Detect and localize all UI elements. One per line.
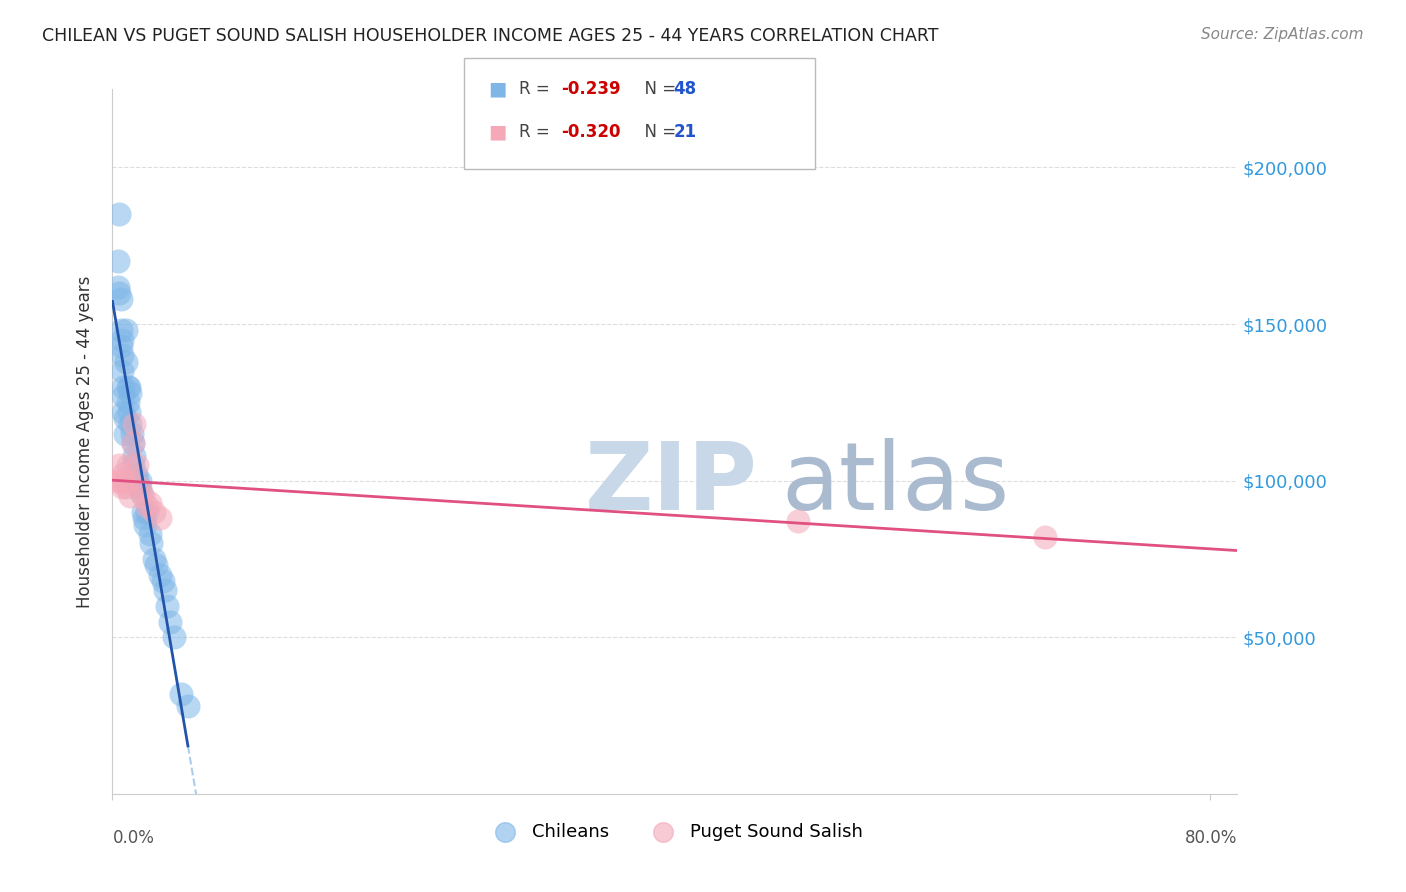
- Point: [108, 458, 131, 472]
- Point: [115, 354, 138, 368]
- Point: [117, 458, 139, 472]
- Point: [120, 417, 142, 432]
- Point: [129, 474, 152, 488]
- Point: [114, 474, 136, 488]
- Point: [112, 405, 135, 419]
- Point: [149, 567, 172, 582]
- Point: [110, 292, 132, 306]
- Text: ZIP: ZIP: [585, 438, 758, 530]
- Point: [131, 489, 153, 503]
- Text: R =: R =: [519, 80, 555, 98]
- Text: -0.239: -0.239: [561, 80, 620, 98]
- Point: [135, 505, 157, 519]
- Point: [134, 517, 156, 532]
- Point: [138, 527, 160, 541]
- Point: [118, 380, 141, 394]
- Point: [114, 426, 136, 441]
- Point: [170, 687, 193, 701]
- Point: [120, 489, 142, 503]
- Point: [115, 323, 138, 337]
- Point: [149, 511, 172, 525]
- Text: N =: N =: [634, 80, 682, 98]
- Point: [107, 279, 129, 293]
- Point: [107, 254, 129, 268]
- Text: ■: ■: [488, 79, 506, 99]
- Point: [117, 380, 139, 394]
- Point: [156, 599, 179, 613]
- Point: [1033, 530, 1056, 544]
- Point: [142, 505, 165, 519]
- Point: [153, 583, 176, 598]
- Point: [111, 333, 134, 347]
- Point: [112, 380, 135, 394]
- Point: [124, 417, 146, 432]
- Text: ■: ■: [488, 122, 506, 142]
- Point: [122, 458, 145, 472]
- Text: N =: N =: [634, 123, 682, 141]
- Legend: Chileans, Puget Sound Salish: Chileans, Puget Sound Salish: [479, 816, 870, 848]
- Point: [108, 207, 131, 221]
- Point: [112, 389, 135, 403]
- Point: [135, 499, 157, 513]
- Point: [111, 348, 134, 362]
- Point: [128, 480, 150, 494]
- Point: [122, 436, 145, 450]
- Text: CHILEAN VS PUGET SOUND SALISH HOUSEHOLDER INCOME AGES 25 - 44 YEARS CORRELATION : CHILEAN VS PUGET SOUND SALISH HOUSEHOLDE…: [42, 27, 939, 45]
- Point: [118, 474, 141, 488]
- Point: [138, 495, 160, 509]
- Text: -0.320: -0.320: [561, 123, 620, 141]
- Text: 80.0%: 80.0%: [1185, 830, 1237, 847]
- Point: [142, 552, 165, 566]
- Point: [112, 467, 135, 482]
- Point: [152, 574, 174, 588]
- Point: [129, 486, 152, 500]
- Point: [120, 386, 142, 401]
- Point: [159, 615, 181, 629]
- Point: [163, 630, 186, 644]
- Point: [131, 505, 153, 519]
- Point: [107, 474, 129, 488]
- Point: [122, 436, 145, 450]
- Point: [111, 364, 134, 378]
- Point: [124, 449, 146, 463]
- Point: [110, 474, 132, 488]
- Point: [118, 405, 141, 419]
- Text: 48: 48: [673, 80, 696, 98]
- Point: [111, 480, 134, 494]
- Point: [129, 480, 152, 494]
- Text: atlas: atlas: [782, 438, 1010, 530]
- Point: [125, 467, 148, 482]
- Point: [132, 511, 155, 525]
- Point: [115, 480, 138, 494]
- Point: [127, 458, 149, 472]
- Point: [108, 285, 131, 300]
- Text: 21: 21: [673, 123, 696, 141]
- Point: [127, 474, 149, 488]
- Point: [787, 515, 810, 529]
- Point: [110, 339, 132, 353]
- Y-axis label: Householder Income Ages 25 - 44 years: Householder Income Ages 25 - 44 years: [76, 276, 94, 607]
- Text: R =: R =: [519, 123, 555, 141]
- Point: [117, 395, 139, 409]
- Point: [114, 411, 136, 425]
- Point: [145, 558, 167, 573]
- Point: [121, 426, 143, 441]
- Point: [177, 699, 200, 714]
- Text: 0.0%: 0.0%: [112, 830, 155, 847]
- Text: Source: ZipAtlas.com: Source: ZipAtlas.com: [1201, 27, 1364, 42]
- Point: [110, 323, 132, 337]
- Point: [139, 536, 162, 550]
